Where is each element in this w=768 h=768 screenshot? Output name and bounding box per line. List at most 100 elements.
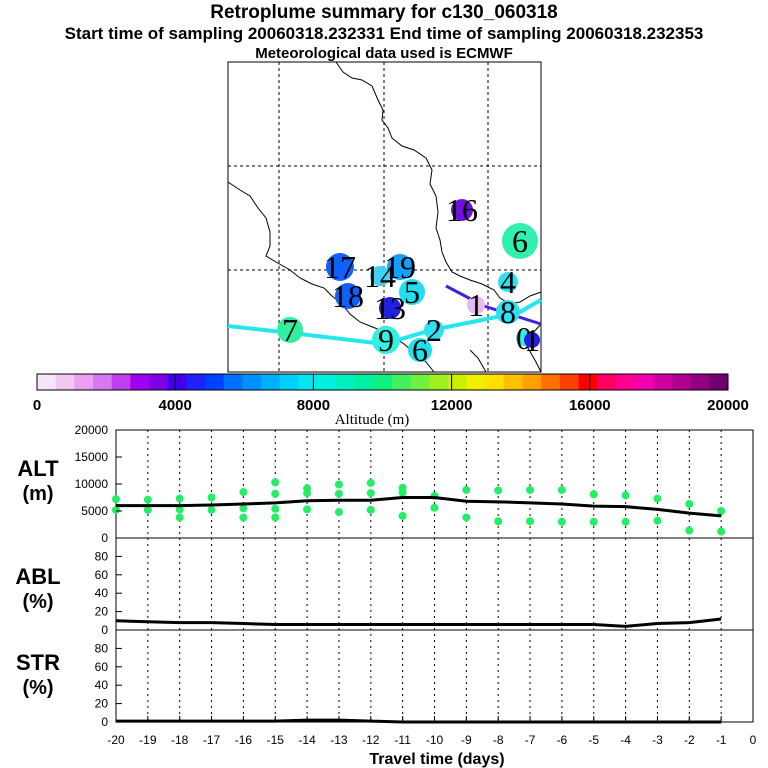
map-cluster-marker — [326, 253, 354, 281]
colorbar-cell — [485, 374, 505, 390]
map-cluster-label: 5 — [404, 274, 420, 310]
colorbar-cell — [149, 374, 169, 390]
alt-cluster-point — [494, 517, 503, 526]
x-tick-label: -12 — [362, 733, 380, 747]
alt-cluster-point — [143, 505, 152, 514]
str-line — [116, 718, 722, 724]
colorbar: 0 4000 8000 12000 16000 20000 Altitude (m) — [33, 373, 749, 428]
alt-cluster-point — [462, 513, 471, 522]
map-cluster-marker — [399, 279, 425, 305]
alt-cluster-point — [143, 495, 152, 504]
abl-axis-label: ABL — [15, 564, 60, 589]
map-cluster-marker — [524, 332, 540, 348]
x-tick-label: -19 — [139, 733, 157, 747]
colorbar-cell — [354, 374, 374, 390]
colorbar-cell — [709, 374, 729, 390]
map-cluster-label: 16 — [446, 192, 478, 228]
alt-cluster-point — [271, 504, 280, 513]
x-tick-label: 0 — [750, 733, 757, 747]
colorbar-cell — [55, 374, 75, 390]
y-tick-label: 80 — [95, 549, 109, 563]
colorbar-cell — [130, 374, 150, 390]
y-tick-label: 40 — [95, 586, 109, 600]
map-cluster-label: 7 — [282, 312, 298, 348]
met-data-note: Meteorological data used is ECMWF — [255, 45, 513, 62]
alt-cluster-point — [494, 486, 503, 495]
alt-axis-label: ALT — [17, 456, 59, 481]
colorbar-cell — [671, 374, 692, 390]
colorbar-tick-label: 12000 — [431, 397, 473, 414]
alt-cluster-point — [112, 495, 120, 504]
alt-cluster-points — [112, 478, 726, 536]
x-tick-label: -3 — [652, 733, 663, 747]
map-cluster-label: 8 — [500, 294, 516, 330]
x-tick-labels: -20 -19 -18 -17 -16 -15 -14 -13 -12 -11 -10 -9 -8 -7-… — [107, 716, 757, 747]
colorbar-cell — [653, 374, 673, 390]
y-tick-label: 80 — [95, 641, 109, 655]
map-cluster-marker — [370, 266, 390, 286]
y-tick-labels: 20000 15000 10000 5000 0 80 60 40 20 0 80 60 40 20 0 — [75, 423, 122, 729]
y-tick-label: 20 — [95, 697, 109, 711]
str-axis-label: STR — [16, 650, 60, 675]
x-tick-label: -14 — [298, 733, 316, 747]
alt-cluster-point — [303, 505, 312, 514]
timeseries-panels: 20000 15000 10000 5000 0 80 60 40 20 0 80 60 40 20 0 -… — [15, 423, 756, 768]
x-tick-label: -4 — [620, 733, 631, 747]
x-tick-label: -1 — [716, 733, 727, 747]
alt-cluster-point — [653, 494, 662, 503]
y-tick-label: 10000 — [75, 477, 109, 491]
alt-cluster-point — [303, 489, 312, 498]
map-cluster-label: 9 — [378, 322, 394, 358]
x-tick-label: -20 — [107, 733, 125, 747]
x-tick-label: -16 — [235, 733, 253, 747]
alt-cluster-point — [717, 507, 726, 515]
colorbar-cell — [223, 374, 243, 390]
colorbar-cell — [391, 374, 412, 390]
colorbar-cell — [317, 374, 337, 390]
alt-cluster-point — [717, 527, 726, 536]
x-tick-label: -11 — [394, 733, 411, 747]
colorbar-cell — [37, 374, 57, 390]
y-tick-label: 60 — [95, 660, 109, 674]
alt-cluster-point — [271, 478, 280, 487]
x-tick-label: -13 — [330, 733, 348, 747]
map-cluster-marker — [335, 283, 361, 309]
alt-cluster-point — [589, 490, 598, 499]
alt-cluster-point — [175, 505, 184, 514]
colorbar-cell — [167, 374, 187, 390]
alt-cluster-point — [621, 491, 630, 500]
alt-cluster-point — [175, 513, 184, 522]
x-tick-label: -8 — [493, 733, 504, 747]
map-cluster-label: 6 — [412, 332, 428, 368]
y-tick-label: 40 — [95, 678, 109, 692]
map-cluster-label: 4 — [500, 264, 516, 300]
alt-cluster-point — [366, 505, 375, 514]
x-tick-label: -7 — [525, 733, 536, 747]
alt-cluster-point — [653, 516, 662, 525]
map-cluster-marker — [467, 296, 485, 314]
y-tick-label: 0 — [101, 715, 108, 729]
x-tick-label: -10 — [426, 733, 444, 747]
colorbar-cell — [690, 374, 710, 390]
alt-axis-unit: (m) — [22, 483, 53, 505]
alt-cluster-point — [685, 526, 694, 535]
colorbar-cell — [298, 374, 318, 390]
alt-cluster-point — [334, 480, 343, 489]
map-cluster-marker — [379, 297, 401, 319]
alt-cluster-point — [239, 504, 248, 513]
colorbar-cell — [429, 374, 449, 390]
alt-cluster-point — [621, 517, 630, 526]
map-cluster-label: 6 — [512, 223, 528, 259]
y-tick-label: 5000 — [81, 504, 108, 518]
alt-cluster-point — [112, 505, 120, 514]
x-axis-label: Travel time (days) — [369, 751, 504, 768]
colorbar-cell — [503, 374, 524, 390]
colorbar-cell — [634, 374, 654, 390]
x-tick-label: -15 — [267, 733, 285, 747]
vertical-gridlines — [147, 430, 722, 722]
map-cluster-marker — [496, 300, 520, 324]
map-cluster-marker — [498, 272, 518, 292]
x-tick-label: -9 — [461, 733, 472, 747]
colorbar-tick-label: 4000 — [159, 397, 192, 414]
